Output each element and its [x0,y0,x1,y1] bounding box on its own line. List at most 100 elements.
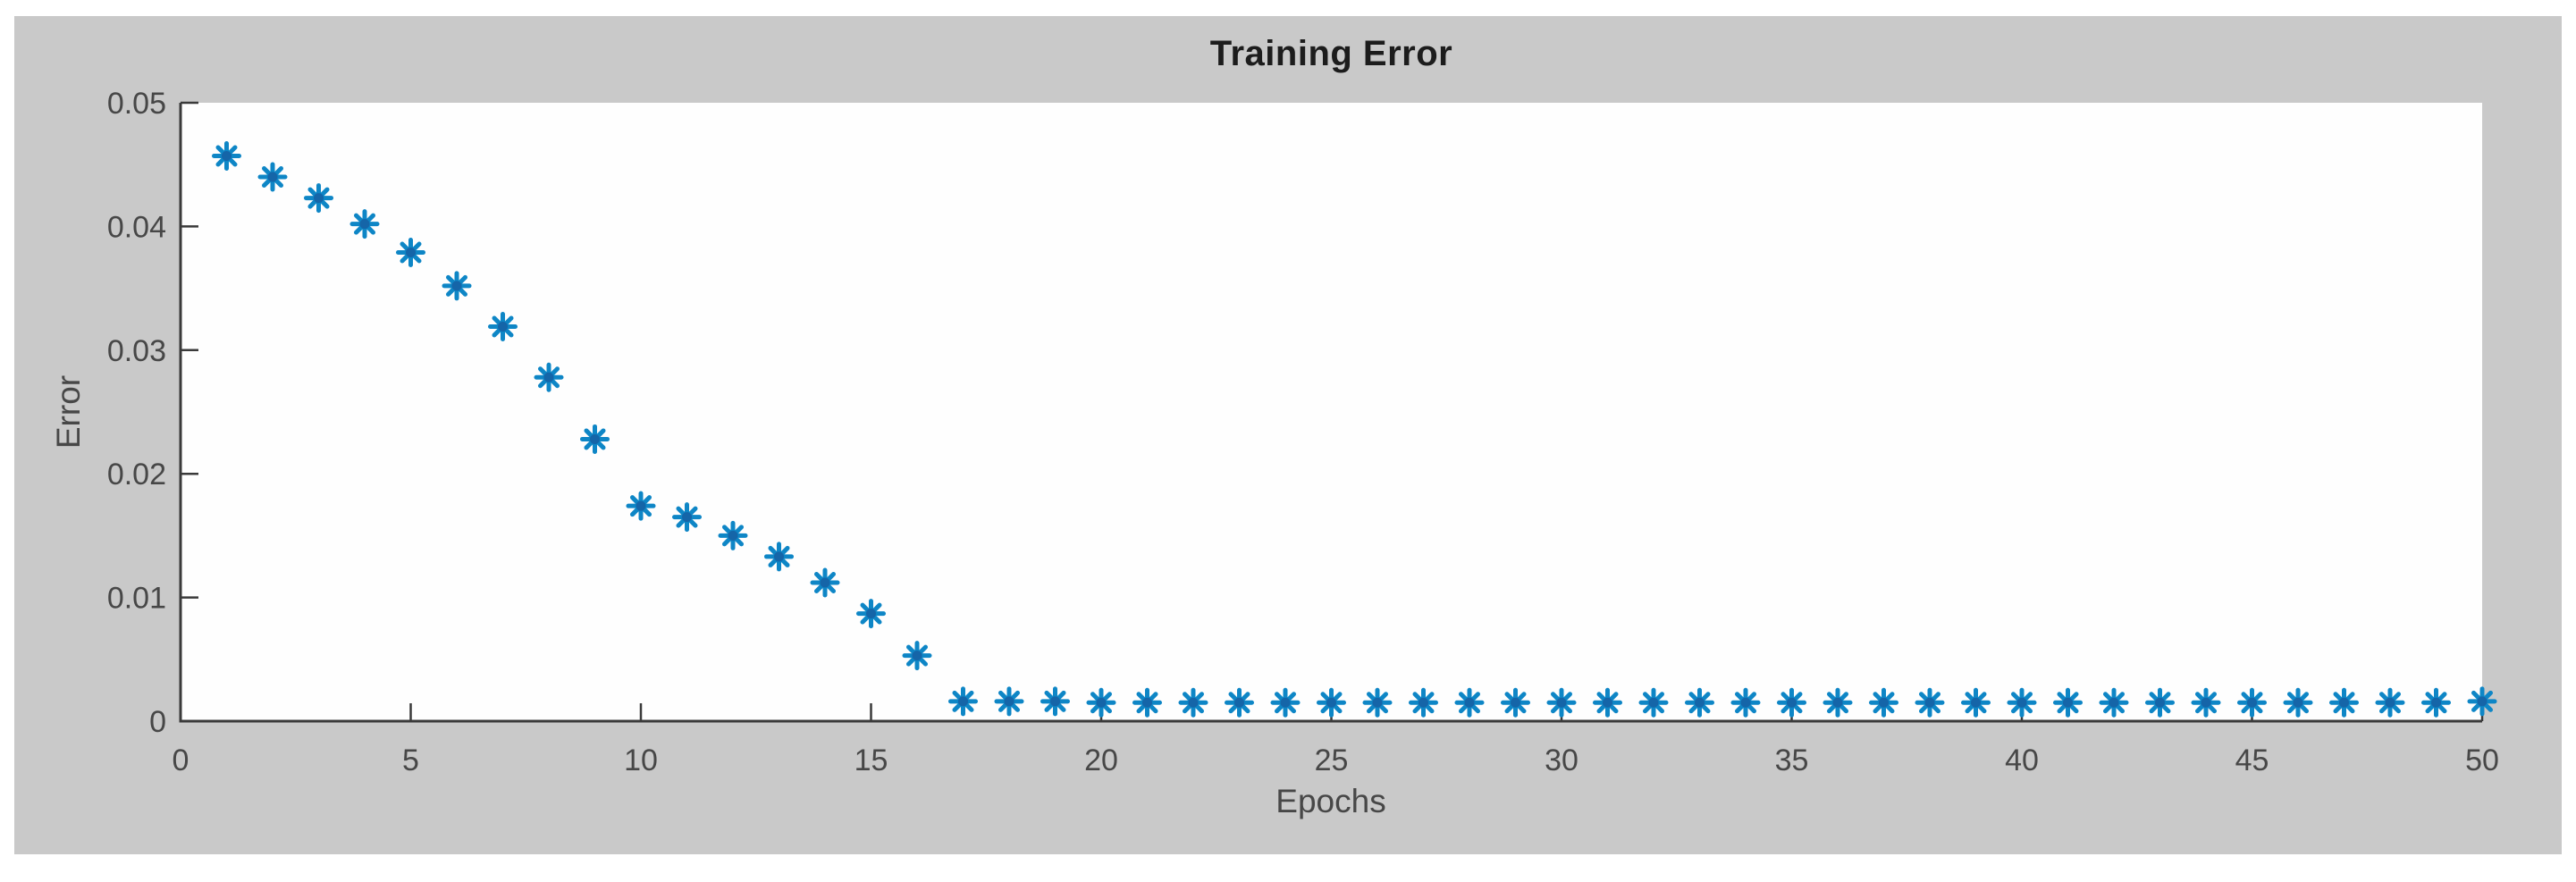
data-point-marker [2421,687,2451,718]
data-point-marker [1777,687,1806,718]
marker-core [1004,696,1014,707]
data-point-marker [2145,687,2175,718]
data-point-marker [1501,687,1530,718]
data-point-marker [212,141,241,172]
y-tick-label: 0.05 [107,87,166,121]
y-tick-label: 0 [149,705,166,739]
marker-core [267,172,278,182]
data-point-marker [580,424,610,454]
data-point-marker [764,542,794,572]
data-point-marker [948,686,978,717]
y-tick-label: 0.04 [107,210,166,244]
x-tick-label: 10 [624,743,658,777]
data-point-marker [1086,687,1116,718]
marker-core [1050,696,1060,707]
marker-core [1280,697,1291,708]
data-point-marker [1317,687,1346,718]
data-point-marker [1178,687,1208,718]
data-point-marker [257,162,288,192]
x-tick-label: 40 [2005,743,2039,777]
marker-core [820,577,830,588]
marker-core [1511,697,1520,708]
y-axis-label: Error [50,374,87,449]
marker-core [1832,697,1843,708]
marker-core [2155,697,2165,708]
marker-core [543,372,554,382]
data-point-marker [1362,687,1393,718]
marker-core [682,512,692,523]
data-point-marker [1270,687,1301,718]
marker-core [1879,697,1889,708]
x-tick-label: 5 [402,743,419,777]
marker-core [1464,697,1475,708]
data-point-marker [1225,687,1254,718]
marker-core [2477,696,2488,707]
data-point-marker [1409,687,1438,718]
data-point-marker [994,686,1024,717]
data-point-marker [349,209,380,239]
data-point-marker [1869,687,1898,718]
marker-core [406,247,416,257]
x-tick-label: 0 [173,743,189,777]
marker-core [451,281,462,291]
data-point-marker [534,362,564,392]
marker-core [1787,697,1797,708]
marker-core [1096,697,1107,708]
data-point-marker [1454,687,1485,718]
x-tick-label: 35 [1775,743,1809,777]
data-point-marker [1132,687,1162,718]
marker-core [314,193,324,204]
marker-core [1695,697,1705,708]
data-point-marker [2237,687,2267,718]
marker-core [1188,697,1199,708]
data-point-marker [856,599,886,629]
data-point-marker [1961,687,1991,718]
marker-core [2431,697,2441,708]
marker-core [590,433,600,444]
marker-core [1234,697,1244,708]
marker-core [866,609,876,619]
marker-core [1740,697,1751,708]
data-point-marker [810,567,840,598]
marker-core [2293,697,2303,708]
data-point-marker [2099,687,2129,718]
marker-core [1603,697,1612,708]
chart-title: Training Error [1209,34,1453,73]
data-point-marker [488,312,518,342]
data-point-marker [442,271,472,301]
data-point-marker [2375,687,2405,718]
marker-core [912,651,922,661]
data-point-marker [304,183,333,214]
plot-background [181,103,2482,721]
x-tick-label: 25 [1315,743,1349,777]
data-point-marker [626,491,656,521]
data-point-marker [2191,687,2221,718]
marker-core [1648,697,1659,708]
marker-core [1326,697,1336,708]
data-point-marker [2283,687,2313,718]
data-point-marker [1915,687,1945,718]
data-point-marker [1823,687,1853,718]
x-tick-label: 45 [2235,743,2269,777]
marker-core [2016,697,2027,708]
marker-core [1418,697,1428,708]
data-point-marker [1593,687,1622,718]
marker-core [636,500,646,511]
data-point-marker [1685,687,1714,718]
y-tick-label: 0.03 [107,334,166,368]
data-point-marker [1638,687,1669,718]
data-point-marker [1040,686,1070,717]
marker-core [2385,697,2395,708]
marker-core [2247,697,2257,708]
data-point-marker [2467,686,2497,717]
marker-core [1372,697,1383,708]
marker-core [728,530,738,541]
x-tick-label: 30 [1545,743,1578,777]
marker-core [222,151,232,162]
data-point-marker [396,237,425,267]
marker-core [2201,697,2211,708]
marker-core [958,696,968,707]
data-point-marker [2007,687,2037,718]
